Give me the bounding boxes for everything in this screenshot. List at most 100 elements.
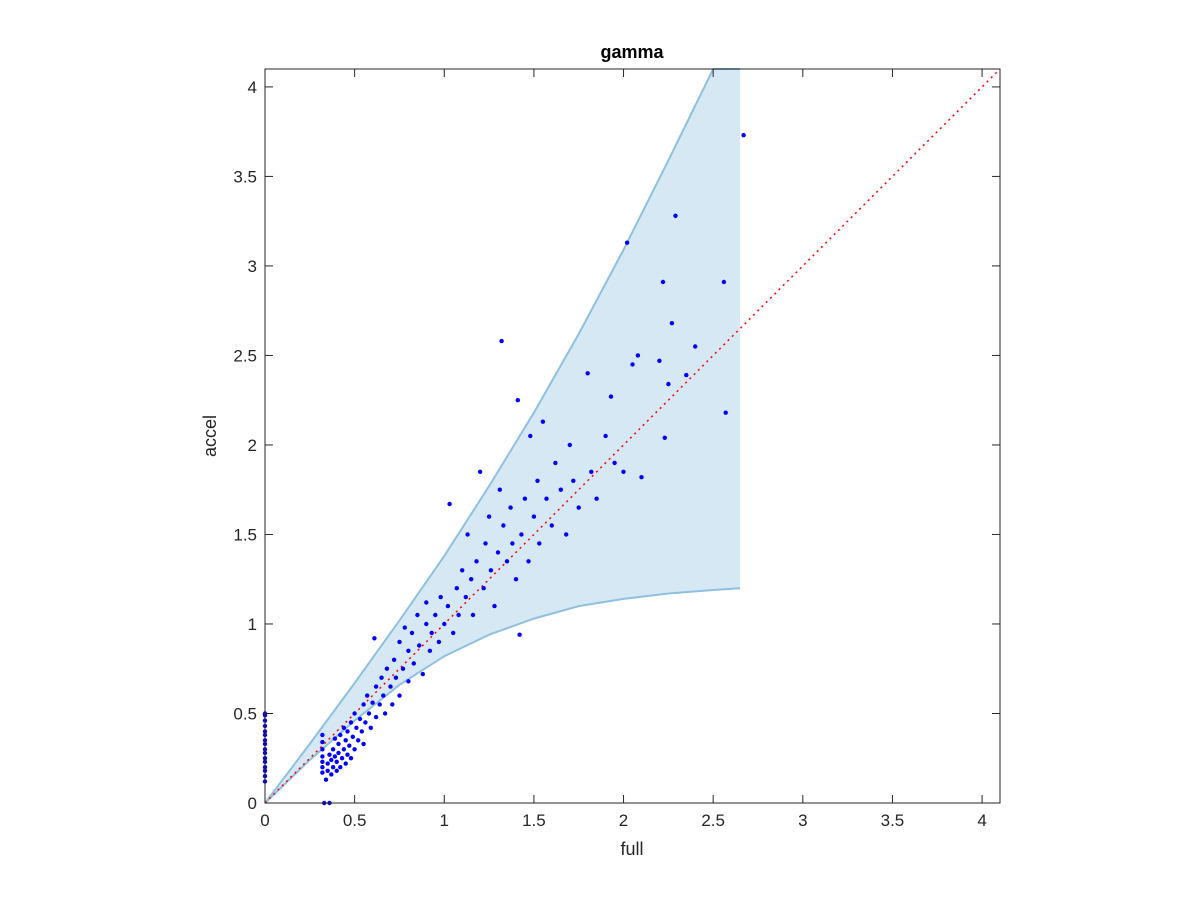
data-point — [741, 133, 746, 138]
data-point — [393, 675, 399, 680]
data-point — [341, 725, 347, 730]
data-point — [388, 684, 393, 689]
data-point — [357, 716, 363, 722]
data-point — [325, 768, 330, 773]
data-point — [684, 372, 689, 378]
x-tick-label: 3 — [798, 811, 807, 830]
data-point — [361, 741, 366, 747]
data-point — [390, 702, 395, 707]
band-area — [265, 69, 741, 803]
data-point — [424, 621, 429, 627]
data-point — [669, 321, 675, 326]
data-point — [411, 661, 416, 666]
data-point — [603, 433, 608, 439]
data-point — [519, 532, 524, 537]
data-point — [327, 752, 332, 757]
data-point — [660, 279, 666, 285]
data-point — [373, 684, 379, 689]
data-point — [501, 523, 506, 528]
data-point — [666, 381, 671, 387]
data-point — [330, 765, 336, 770]
data-point — [363, 720, 368, 725]
data-point — [589, 469, 594, 474]
data-point — [320, 747, 325, 752]
data-point — [348, 756, 354, 761]
data-point — [377, 702, 382, 707]
data-point — [382, 711, 388, 716]
data-point — [483, 541, 488, 546]
data-point — [723, 410, 728, 415]
data-point — [381, 693, 386, 698]
data-point — [517, 632, 522, 637]
data-point — [332, 736, 338, 741]
data-point — [499, 338, 504, 344]
y-tick-label: 1.5 — [233, 525, 257, 544]
data-point — [361, 702, 366, 707]
data-point — [544, 496, 549, 501]
data-point — [345, 729, 350, 734]
data-point — [535, 478, 540, 483]
data-point — [417, 643, 422, 648]
data-point — [320, 732, 325, 738]
data-point — [639, 475, 644, 480]
data-point — [373, 714, 379, 720]
data-point — [474, 559, 479, 564]
data-point — [320, 770, 325, 775]
data-point — [460, 568, 465, 573]
data-point — [608, 394, 614, 399]
x-axis-label: full — [620, 839, 643, 859]
y-tick-label: 0 — [248, 794, 257, 813]
reference-line — [264, 68, 1001, 804]
data-point — [338, 732, 343, 738]
band-upper-edge — [264, 68, 741, 804]
data-point — [330, 747, 336, 752]
data-point — [488, 568, 494, 573]
x-tick-label: 4 — [977, 811, 986, 830]
data-point — [329, 757, 334, 763]
data-point — [492, 603, 497, 609]
data-point — [576, 505, 581, 510]
data-point — [429, 630, 434, 636]
data-point — [635, 353, 641, 358]
identity-line — [264, 68, 1001, 804]
data-point — [451, 630, 456, 636]
data-point — [320, 759, 325, 764]
x-tick-label: 1 — [440, 811, 449, 830]
y-tick-label: 3 — [248, 257, 257, 276]
data-point — [662, 435, 667, 440]
axes-box — [264, 68, 1001, 804]
data-point — [332, 754, 338, 759]
data-point — [549, 523, 554, 528]
data-point — [508, 505, 513, 510]
data-point — [379, 675, 384, 680]
chart-title: gamma — [600, 42, 664, 62]
data-point — [526, 559, 531, 564]
data-point — [365, 693, 370, 698]
data-point — [372, 636, 377, 641]
data-point — [721, 279, 727, 285]
x-tick-label: 2 — [619, 811, 628, 830]
data-point — [334, 768, 339, 773]
data-point — [343, 761, 348, 766]
data-point — [657, 358, 662, 363]
data-point — [454, 586, 459, 591]
data-point — [531, 514, 537, 519]
data-point — [522, 496, 528, 501]
data-point — [495, 550, 501, 555]
data-point — [325, 761, 330, 766]
data-point — [354, 725, 359, 730]
data-point — [402, 625, 407, 630]
y-axis-ticks: 0 0.5 1 1.5 2 2.5 3 3.5 4 — [233, 78, 1000, 813]
data-point — [336, 750, 341, 756]
data-point — [420, 671, 425, 677]
data-point — [350, 734, 355, 739]
data-point — [329, 772, 334, 777]
data-point — [339, 756, 345, 761]
data-point — [612, 460, 617, 466]
data-point — [409, 630, 415, 636]
data-point — [465, 532, 470, 537]
y-axis-label: accel — [200, 415, 220, 457]
y-tick-label: 0.5 — [233, 704, 257, 723]
data-point — [323, 777, 329, 782]
data-point — [497, 487, 502, 492]
